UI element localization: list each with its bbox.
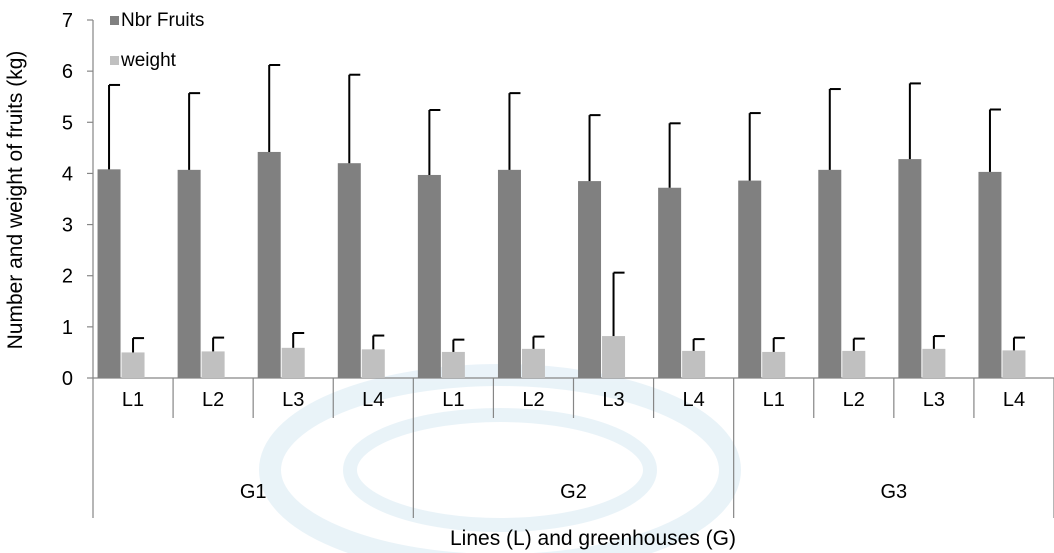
legend-label: weight xyxy=(120,50,177,71)
bar-weight xyxy=(361,349,385,378)
group-label: G2 xyxy=(560,481,587,503)
x-tick-label: L4 xyxy=(683,389,705,411)
bar-nbr-fruits xyxy=(578,181,602,378)
bar-nbr-fruits xyxy=(97,169,121,378)
bar-weight xyxy=(1002,350,1026,378)
labels-layer: 0 1 2 3 4 5 6 7 L1 L2 L3 L4 L1 L2 L3 L4 L1 L2 L3 L4 G1 G2 G3 xyxy=(62,10,1025,503)
bar-nbr-fruits xyxy=(497,169,521,378)
legend-swatch xyxy=(110,56,119,65)
bar-nbr-fruits xyxy=(898,159,922,378)
x-tick-label: L1 xyxy=(442,389,464,411)
bar-weight xyxy=(121,352,145,378)
y-axis-title: Number and weight of fruits (kg) xyxy=(4,51,27,350)
bar-weight xyxy=(201,351,225,378)
bar-weight xyxy=(521,348,545,378)
y-tick-label: 0 xyxy=(62,368,73,390)
x-tick-label: L3 xyxy=(602,389,624,411)
x-tick-label: L2 xyxy=(522,389,544,411)
bar-nbr-fruits xyxy=(177,169,201,378)
x-tick-label: L4 xyxy=(1003,389,1025,411)
bar-weight xyxy=(922,348,946,378)
bar-nbr-fruits xyxy=(257,151,281,378)
bar-nbr-fruits xyxy=(738,180,762,378)
y-tick-label: 7 xyxy=(62,10,73,32)
bar-nbr-fruits xyxy=(818,169,842,378)
x-tick-label: L2 xyxy=(843,389,865,411)
bar-weight xyxy=(842,350,866,378)
bar-nbr-fruits xyxy=(658,187,682,378)
bar-nbr-fruits xyxy=(417,174,441,378)
x-tick-label: L1 xyxy=(122,389,144,411)
y-tick-label: 5 xyxy=(62,112,73,134)
group-label: G1 xyxy=(240,481,267,503)
legend-swatch xyxy=(110,16,119,25)
bar-weight xyxy=(762,351,786,378)
legend: Nbr Fruits weight xyxy=(110,10,204,71)
bar-nbr-fruits xyxy=(978,171,1002,378)
bar-weight xyxy=(281,347,305,378)
x-tick-label: L4 xyxy=(362,389,384,411)
x-tick-label: L2 xyxy=(202,389,224,411)
x-tick-label: L3 xyxy=(282,389,304,411)
y-tick-label: 6 xyxy=(62,61,73,83)
legend-label: Nbr Fruits xyxy=(121,10,204,31)
x-axis-title: Lines (L) and greenhouses (G) xyxy=(450,527,736,550)
bar-weight xyxy=(682,350,706,378)
error-bars-layer xyxy=(108,64,1025,353)
bar-weight xyxy=(441,351,465,378)
bar-weight xyxy=(602,336,626,378)
x-tick-label: L1 xyxy=(763,389,785,411)
bar-nbr-fruits xyxy=(337,163,361,378)
x-tick-label: L3 xyxy=(923,389,945,411)
group-label: G3 xyxy=(880,481,907,503)
y-tick-label: 3 xyxy=(62,215,73,237)
y-tick-label: 2 xyxy=(62,266,73,288)
axes xyxy=(87,19,1054,518)
y-tick-label: 1 xyxy=(62,317,73,339)
y-tick-label: 4 xyxy=(62,163,73,185)
bars-layer xyxy=(97,151,1026,378)
